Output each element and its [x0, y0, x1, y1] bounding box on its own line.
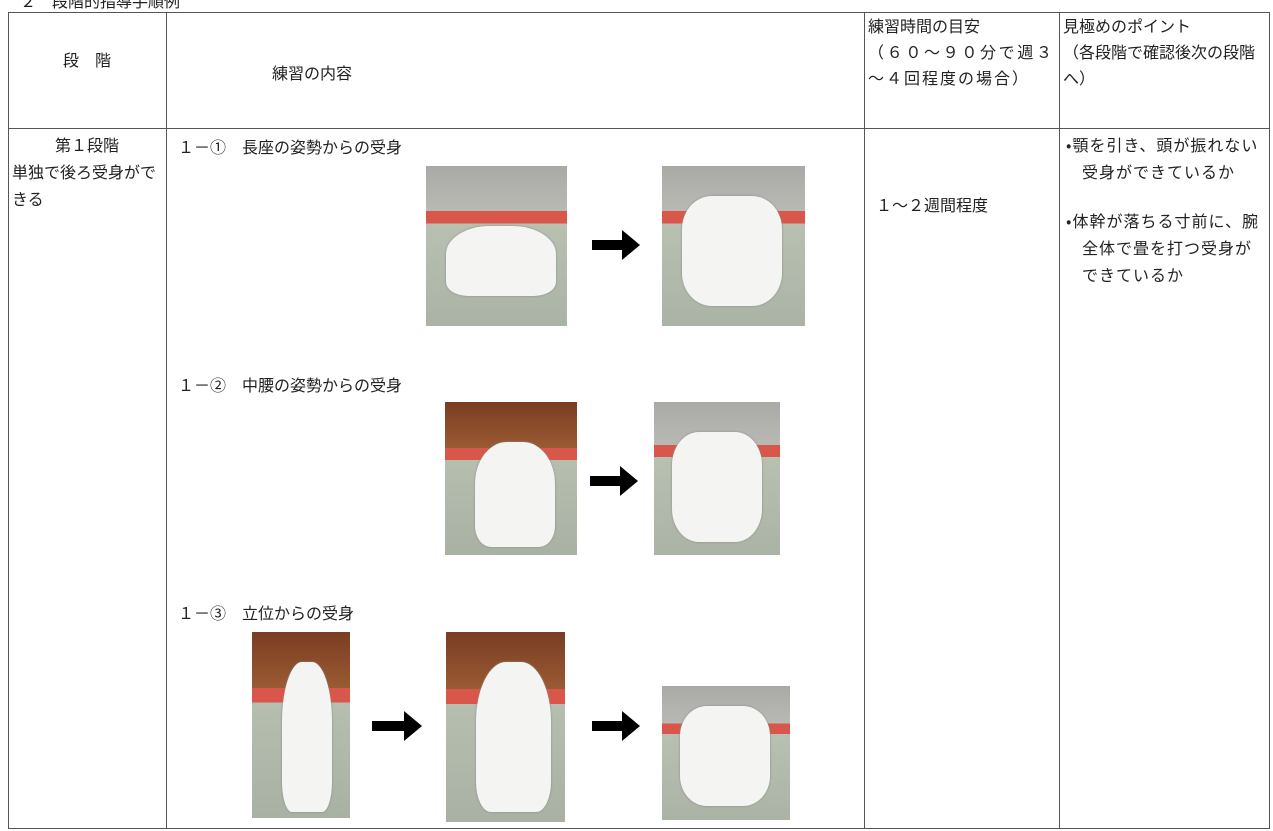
figure [282, 662, 332, 812]
item-label: １－① 長座の姿勢からの受身 [178, 138, 403, 157]
item-label: １－② 中腰の姿勢からの受身 [178, 376, 403, 395]
table-border [864, 12, 865, 829]
header-cell: 練習時間の目安 （６０～９０分で週３～４回程度の場合） [868, 14, 1054, 92]
figure [476, 662, 551, 812]
table-border [8, 828, 1270, 829]
stage-goal: 単独で後ろ受身ができる [12, 163, 157, 209]
header-cell: 見極めのポイント （各段階で確認後次の段階へ） [1063, 14, 1268, 92]
photo [654, 402, 780, 555]
figure [446, 226, 556, 296]
table-border [1059, 12, 1060, 829]
photo [445, 402, 577, 555]
time-cell: １～２週間程度 [876, 196, 989, 215]
photo [446, 632, 565, 822]
item-label: １－③ 立位からの受身 [178, 604, 355, 623]
figure [682, 196, 782, 306]
arrow [592, 711, 640, 741]
header-cell: 練習の内容 [272, 64, 353, 83]
table-border [1269, 12, 1270, 829]
header-text: （各段階で確認後次の段階へ） [1063, 43, 1256, 88]
arrow [372, 711, 422, 741]
arrow [592, 230, 640, 260]
point: ・顎を引き、頭が振れない受身ができているか [1066, 136, 1259, 182]
header-text: （６０～９０分で週３～４回程度の場合） [868, 43, 1054, 88]
points-cell: ・顎を引き、頭が振れない受身ができているか・体幹が落ちる寸前に、腕全体で畳を打つ… [1066, 132, 1266, 311]
photo [252, 632, 350, 818]
photo [426, 166, 567, 326]
photo [662, 166, 805, 326]
table-border [166, 12, 167, 829]
figure [475, 442, 555, 547]
header-cell: 段 階 [62, 51, 111, 70]
arrow [590, 466, 638, 496]
stage-title: 第１段階 [54, 136, 119, 155]
photo [662, 686, 790, 820]
header-text: 練習時間の目安 [868, 17, 981, 36]
header-text: 見極めのポイント [1063, 17, 1192, 36]
figure [680, 706, 770, 806]
stage-cell: 第１段階 単独で後ろ受身ができる [12, 132, 162, 213]
table-border [8, 12, 1270, 13]
table-border [8, 12, 9, 829]
heading: ２ 段階的指導手順例 [20, 0, 181, 11]
point: ・体幹が落ちる寸前に、腕全体で畳を打つ受身ができているか [1066, 212, 1259, 285]
figure [672, 432, 762, 542]
table-border [8, 128, 1270, 129]
